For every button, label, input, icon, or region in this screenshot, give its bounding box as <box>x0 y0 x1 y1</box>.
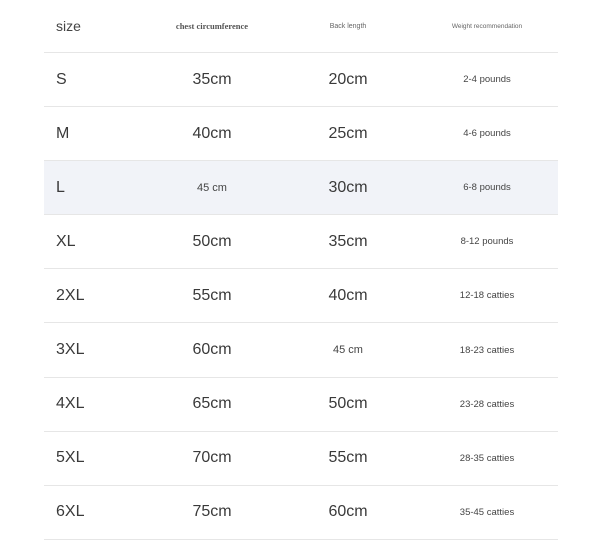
table-cell: 4XL <box>56 395 85 413</box>
table-cell: 35-45 catties <box>459 506 515 518</box>
table-cell: 65cm <box>192 395 232 413</box>
table-cell: 28-35 catties <box>459 452 515 464</box>
table-cell: 6-8 pounds <box>463 182 511 194</box>
table-cell: 3XL <box>56 341 85 359</box>
table-cell: S <box>56 70 67 88</box>
table-cell: 20cm <box>328 70 368 88</box>
table-cell: 45 cm <box>333 344 363 357</box>
table-row: M 40cm 25cm 4-6 pounds <box>44 107 558 162</box>
table-cell: 60cm <box>192 341 232 359</box>
table-row: 5XL 70cm 55cm 28-35 catties <box>44 432 558 486</box>
table-cell: 35cm <box>192 70 232 88</box>
table-cell: 2-4 pounds <box>463 74 511 86</box>
table-row: XL 50cm 35cm 8-12 pounds <box>44 215 558 270</box>
table-row: 3XL 60cm 45 cm 18-23 catties <box>44 324 558 378</box>
table-row: 4XL 65cm 50cm 23-28 catties <box>44 378 558 432</box>
table-cell: 8-12 pounds <box>460 236 514 248</box>
table-cell: Weight recommendation <box>451 22 523 30</box>
table-cell: 50cm <box>328 395 368 413</box>
table-cell: 50cm <box>192 232 232 250</box>
table-cell: 45 cm <box>197 181 227 194</box>
table-cell: 18-23 catties <box>459 344 515 356</box>
table-row: S 35cm 20cm 2-4 pounds <box>44 53 558 108</box>
table-cell: L <box>56 178 65 196</box>
table-cell: 55cm <box>192 286 232 304</box>
table-cell: 70cm <box>192 449 232 467</box>
table-cell: 35cm <box>328 232 368 250</box>
table-cell: 23-28 catties <box>459 398 515 410</box>
table-cell: XL <box>56 232 76 250</box>
table-row: 2XL 55cm 40cm 12-18 catties <box>44 269 558 324</box>
table-cell: 12-18 catties <box>459 290 515 302</box>
table-cell: 40cm <box>328 286 368 304</box>
table-row: 6XL 75cm 60cm 35-45 catties <box>44 486 558 540</box>
table-row: L 45 cm 30cm 6-8 pounds <box>44 161 558 216</box>
table-cell: chest circumference <box>175 21 249 31</box>
header-row: size chest circumference Back length Weight… <box>44 0 558 53</box>
size-table: size chest circumference Back length Weight… <box>44 0 558 542</box>
table-cell: M <box>56 124 70 142</box>
table-cell: 40cm <box>192 124 232 142</box>
table-cell: 4-6 pounds <box>463 128 511 140</box>
table-cell: 2XL <box>56 286 85 304</box>
table-cell: 60cm <box>328 503 368 521</box>
table-cell: 75cm <box>192 503 232 521</box>
table-cell: Back length <box>329 22 367 30</box>
table-cell: 5XL <box>56 449 85 467</box>
table-cell: 55cm <box>328 449 368 467</box>
table-cell: 30cm <box>328 178 368 196</box>
table-cell: size <box>56 18 81 34</box>
table-cell: 25cm <box>328 124 368 142</box>
table-cell: 6XL <box>56 503 85 521</box>
